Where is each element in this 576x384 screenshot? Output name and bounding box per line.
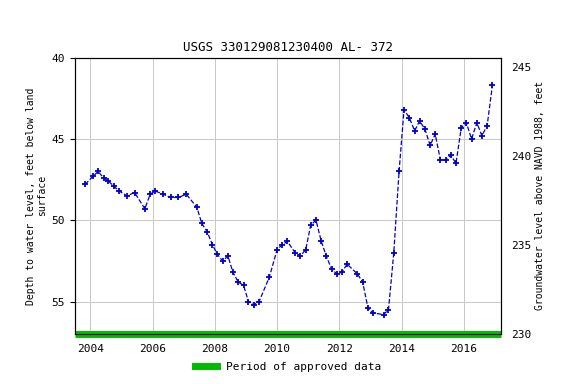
Y-axis label: Groundwater level above NAVD 1988, feet: Groundwater level above NAVD 1988, feet (535, 81, 545, 310)
Title: USGS 330129081230400 AL- 372: USGS 330129081230400 AL- 372 (183, 41, 393, 54)
Legend: Period of approved data: Period of approved data (191, 358, 385, 377)
Y-axis label: Depth to water level, feet below land
surface: Depth to water level, feet below land su… (26, 87, 47, 305)
